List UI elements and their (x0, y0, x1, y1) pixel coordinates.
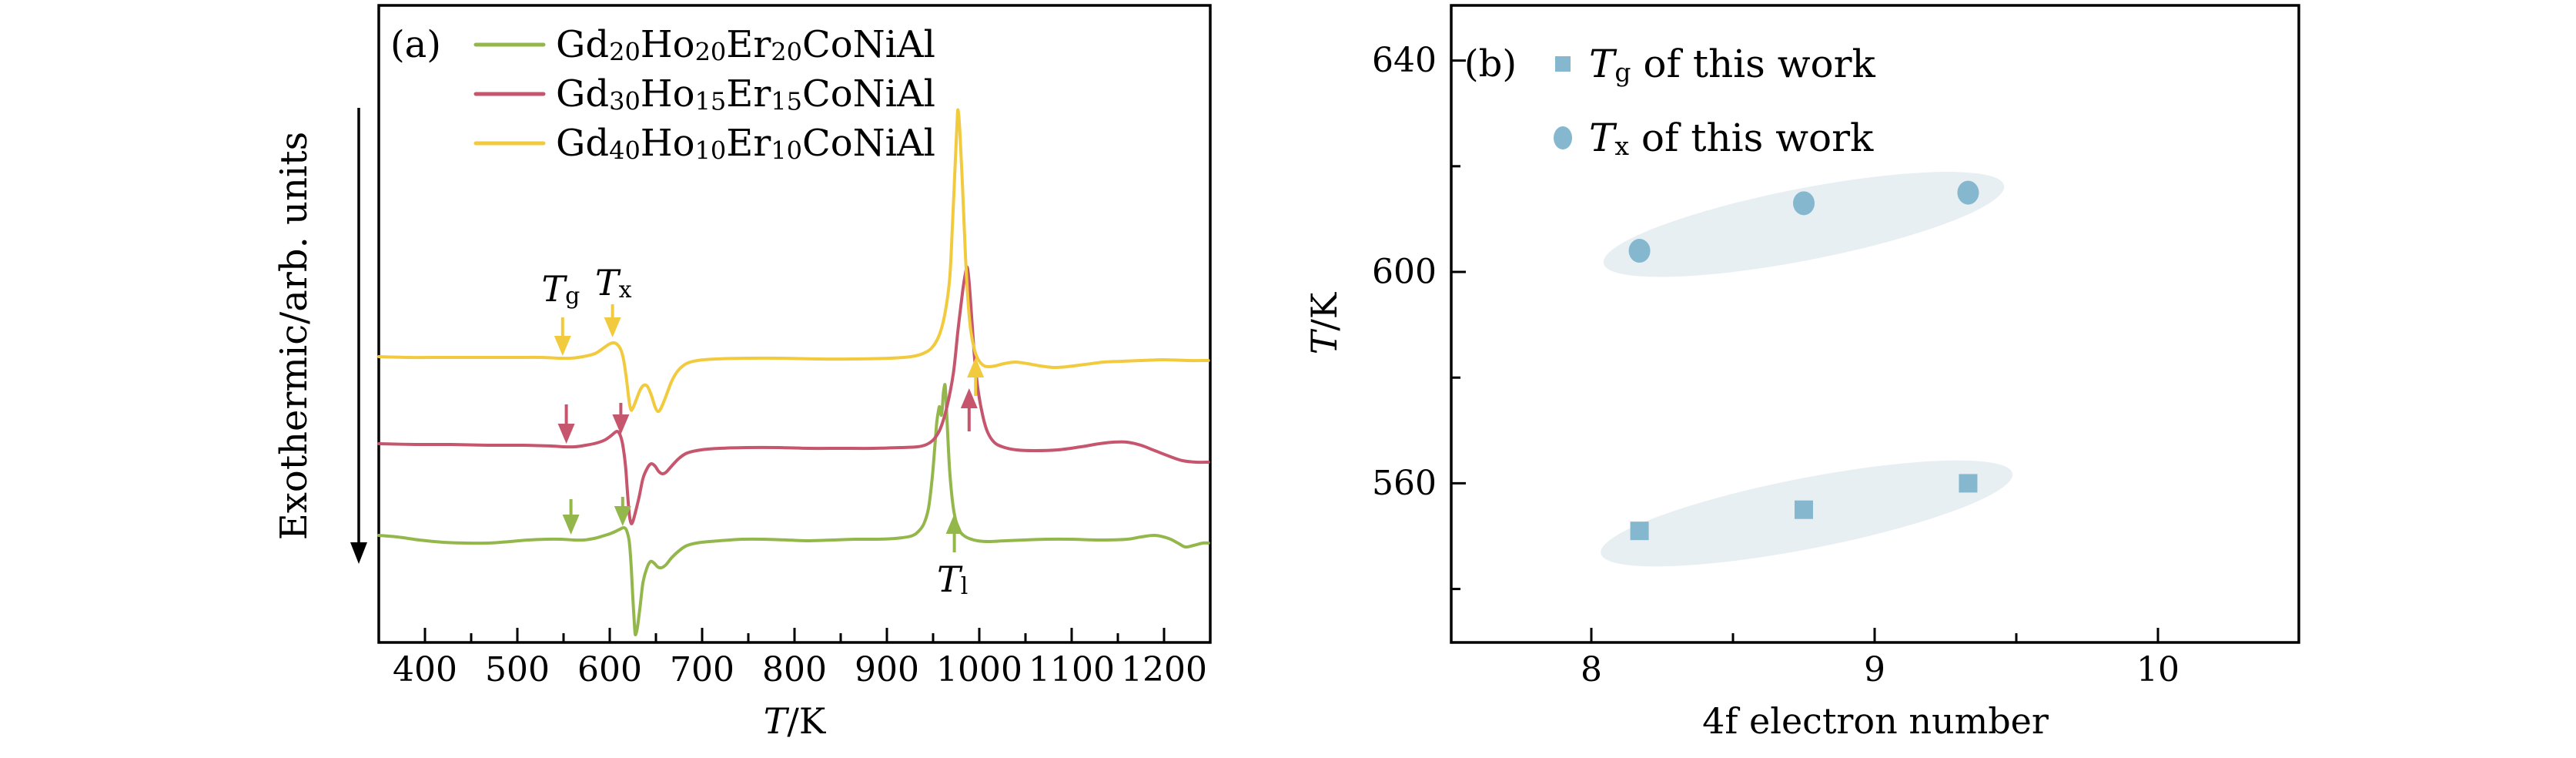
legend-a-entry-0: Gd20Ho20Er20CoNiAl (556, 23, 935, 67)
panel-b-spines (1450, 4, 2300, 644)
panel-a-x-tick-label: 700 (670, 650, 734, 689)
exothermic-arrow-head (350, 542, 367, 564)
panel-a-x-tick-label: 1200 (1121, 650, 1207, 689)
panel-a-x-tick-label: 1000 (936, 650, 1022, 689)
panel-a-label: (a) (390, 23, 441, 66)
panel-a-xlabel: T/K (764, 700, 827, 742)
panel-a-x-tick-label: 900 (855, 650, 919, 689)
panel-a-ylabel: Exothermic/arb. units (273, 132, 316, 540)
trend-band-1 (1603, 172, 2005, 277)
panel-b-legend: Tg of this work Tx of this work (1554, 42, 1876, 161)
annotation-label-Tx: Tx (595, 262, 632, 304)
panel-b-y-tick-label: 560 (1372, 464, 1437, 503)
legend-b-circle-marker (1554, 126, 1572, 149)
annotation-label-Tl: Tl (937, 558, 968, 600)
legend-b-entry-1: Tx of this work (1589, 116, 1874, 161)
panel-a-x-tick-label: 1100 (1029, 650, 1115, 689)
tg-point (1795, 500, 1813, 519)
transition-arrow-2-head (557, 424, 575, 444)
panel-b-x-tick-label: 8 (1581, 650, 1602, 689)
tx-point (1957, 180, 1979, 205)
transition-arrow-7-head (960, 388, 978, 408)
panel-a-spines (377, 4, 1212, 644)
dsc-curve-green (377, 383, 1210, 637)
panel-b-y-tick-label: 640 (1372, 41, 1437, 80)
panel-b-ylabel: T/K (1303, 291, 1345, 354)
tx-point (1628, 239, 1651, 263)
panel-a-x-tick-label: 400 (393, 650, 457, 689)
exothermic-direction-arrow (350, 108, 367, 564)
panel-b-xlabel: 4f electron number (1702, 700, 2049, 742)
dsc-curve-yellow (377, 108, 1210, 414)
transition-arrow-5-head (614, 506, 631, 526)
legend-b-entry-0: Tg of this work (1589, 42, 1876, 87)
panel-b-y-tick-label: 600 (1372, 253, 1437, 292)
transition-arrow-3-head (612, 414, 630, 434)
panel-a-x-tick-label: 500 (485, 650, 550, 689)
transition-arrow-0-head (554, 336, 571, 356)
transition-arrow-6-head (945, 514, 963, 534)
panel-a-legend: Gd20Ho20Er20CoNiAl Gd30Ho15Er15CoNiAl Gd40… (473, 23, 935, 166)
panel-a-x-tick-label: 800 (762, 650, 827, 689)
panel-a-annotations: Tg Tx Tl (541, 262, 985, 600)
legend-b-square-marker (1555, 56, 1571, 72)
transition-arrow-1-head (604, 317, 621, 337)
transition-arrow-4-head (562, 515, 580, 535)
annotation-label-Tg: Tg (541, 268, 580, 310)
dsc-curve-red (377, 265, 1210, 525)
legend-a-entry-1: Gd30Ho15Er15CoNiAl (556, 72, 935, 116)
tg-point (1630, 522, 1649, 541)
panel-b: 8 9 10 4f electron number 560 600 640 T/K (b) Tg … (1303, 4, 2300, 742)
legend-a-entry-2: Gd40Ho10Er10CoNiAl (556, 122, 935, 166)
panel-b-label: (b) (1464, 42, 1517, 86)
tx-point (1793, 191, 1815, 216)
panel-a: Exothermic/arb. units 400 500 600 700 800 900 1… (273, 4, 1212, 742)
panel-a-x-tick-label: 600 (577, 650, 642, 689)
tg-point (1959, 474, 1978, 493)
panel-b-x-tick-label: 9 (1864, 650, 1885, 689)
panel-b-x-tick-label: 10 (2136, 650, 2180, 689)
transition-arrow-8-head (967, 357, 985, 377)
